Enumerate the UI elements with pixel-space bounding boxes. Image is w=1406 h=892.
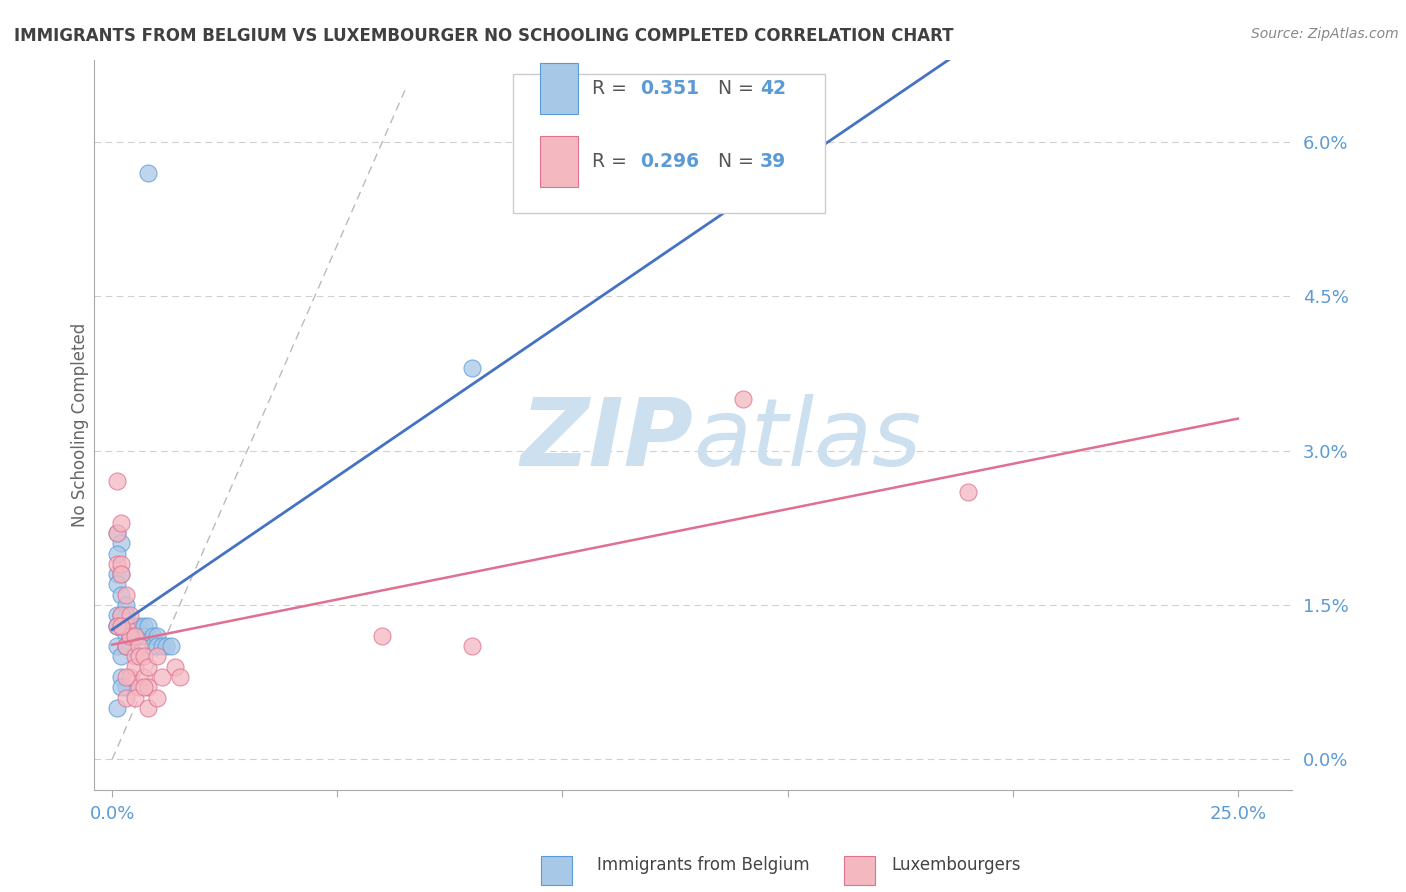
Point	[110, 567, 132, 582]
Point	[105, 547, 128, 561]
Point	[110, 681, 132, 695]
Point	[956, 484, 979, 499]
Point	[110, 608, 132, 623]
Point	[110, 670, 132, 684]
Point	[114, 618, 136, 632]
Point	[114, 608, 136, 623]
Point	[731, 392, 754, 407]
Point	[136, 618, 159, 632]
Point	[150, 670, 173, 684]
Point	[461, 639, 484, 653]
Point	[124, 649, 146, 664]
Text: Luxembourgers: Luxembourgers	[891, 855, 1021, 873]
Point	[105, 557, 128, 571]
Point	[461, 361, 484, 376]
Point	[124, 659, 146, 673]
Point	[105, 577, 128, 591]
Point	[105, 475, 128, 489]
Point	[142, 629, 165, 643]
Text: 0.351: 0.351	[640, 79, 699, 98]
Point	[120, 670, 142, 684]
Point	[114, 588, 136, 602]
Point	[110, 618, 132, 632]
Point	[136, 659, 159, 673]
Text: Source: ZipAtlas.com: Source: ZipAtlas.com	[1251, 27, 1399, 41]
Point	[105, 639, 128, 653]
Point	[128, 639, 150, 653]
Point	[110, 618, 132, 632]
Point	[105, 618, 128, 632]
Point	[371, 629, 394, 643]
Point	[169, 670, 191, 684]
Point	[146, 629, 169, 643]
Point	[120, 629, 142, 643]
Point	[110, 649, 132, 664]
Point	[120, 639, 142, 653]
Point	[155, 639, 177, 653]
Text: R =: R =	[592, 153, 640, 171]
Point	[136, 166, 159, 180]
Text: 42: 42	[761, 79, 786, 98]
Point	[105, 525, 128, 540]
Text: 39: 39	[761, 153, 786, 171]
Point	[146, 639, 169, 653]
Text: 0.296: 0.296	[640, 153, 699, 171]
Point	[114, 670, 136, 684]
Point	[146, 690, 169, 705]
Point	[136, 681, 159, 695]
Text: atlas: atlas	[693, 394, 921, 485]
Point	[136, 701, 159, 715]
Text: N =: N =	[706, 153, 766, 171]
Point	[120, 629, 142, 643]
Point	[114, 681, 136, 695]
Text: IMMIGRANTS FROM BELGIUM VS LUXEMBOURGER NO SCHOOLING COMPLETED CORRELATION CHART: IMMIGRANTS FROM BELGIUM VS LUXEMBOURGER …	[14, 27, 953, 45]
Point	[128, 629, 150, 643]
Point	[110, 588, 132, 602]
Point	[128, 649, 150, 664]
Y-axis label: No Schooling Completed: No Schooling Completed	[72, 323, 89, 527]
Point	[132, 618, 155, 632]
Point	[105, 608, 128, 623]
Point	[124, 629, 146, 643]
Point	[132, 649, 155, 664]
Point	[120, 608, 142, 623]
Point	[128, 681, 150, 695]
Point	[110, 567, 132, 582]
Point	[105, 525, 128, 540]
Point	[110, 516, 132, 530]
Point	[132, 681, 155, 695]
Point	[105, 618, 128, 632]
Point	[165, 659, 187, 673]
Point	[114, 639, 136, 653]
Point	[124, 690, 146, 705]
Point	[114, 629, 136, 643]
Point	[128, 618, 150, 632]
Point	[110, 536, 132, 550]
Point	[124, 629, 146, 643]
Point	[114, 598, 136, 612]
Point	[146, 649, 169, 664]
Point	[110, 608, 132, 623]
Point	[132, 629, 155, 643]
Point	[105, 618, 128, 632]
Point	[114, 639, 136, 653]
Text: Immigrants from Belgium: Immigrants from Belgium	[596, 855, 810, 873]
Point	[114, 639, 136, 653]
Text: ZIP: ZIP	[520, 393, 693, 485]
Point	[105, 701, 128, 715]
Point	[120, 629, 142, 643]
Point	[150, 639, 173, 653]
Point	[124, 618, 146, 632]
Point	[132, 670, 155, 684]
FancyBboxPatch shape	[540, 63, 578, 114]
Text: R =: R =	[592, 79, 640, 98]
Text: N =: N =	[706, 79, 766, 98]
Point	[142, 639, 165, 653]
Point	[105, 567, 128, 582]
Point	[159, 639, 181, 653]
Point	[114, 690, 136, 705]
Point	[110, 557, 132, 571]
FancyBboxPatch shape	[540, 136, 578, 187]
FancyBboxPatch shape	[513, 74, 825, 213]
